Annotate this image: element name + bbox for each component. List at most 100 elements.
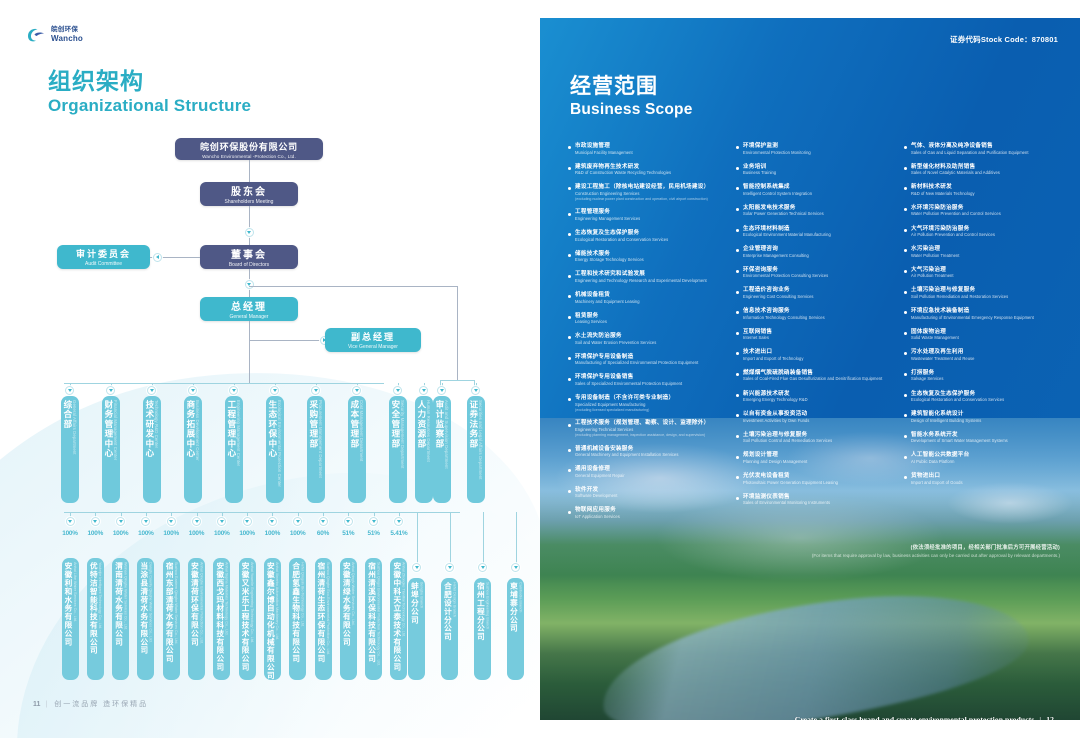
department-box[interactable]: 财务管理中心 Financial Management Center bbox=[101, 396, 120, 503]
scope-item-en: Energy Storage Technology Services bbox=[575, 257, 644, 263]
department-box[interactable]: 审计监察部 Audit and Supervision Department bbox=[432, 396, 451, 503]
scope-item-en-note: (excluding nuclear power plant construct… bbox=[575, 196, 708, 201]
department-box[interactable]: 生态环保中心 Ecological Environmental Protectio… bbox=[265, 396, 284, 503]
business-scope-item: 储能技术服务 Energy Storage Technology Services bbox=[568, 251, 728, 263]
scope-item-en: IoT Application Services bbox=[575, 514, 620, 519]
subsidiary-bus-line bbox=[64, 512, 460, 513]
branch-name-cn: 合肥设计分公司 bbox=[443, 582, 453, 641]
connector bbox=[171, 512, 173, 520]
subsidiary-box[interactable]: 渭南清荷水务有限公司 Weinan Qinghe Water Services C… bbox=[112, 558, 130, 680]
node-shareholders-cn: 股东会 bbox=[231, 187, 267, 198]
page-title-en: Organizational Structure bbox=[48, 96, 252, 116]
business-scope-item: 大气环境污染防治服务 Air Pollution Prevention and C… bbox=[904, 226, 1064, 238]
node-vice-general-manager: 副总经理 Vice General Manager bbox=[325, 328, 421, 352]
bullet-icon bbox=[568, 295, 571, 299]
department-name-en: Business Development Center bbox=[195, 400, 201, 461]
bullet-icon bbox=[904, 434, 907, 438]
chevron-down-icon bbox=[471, 386, 480, 395]
ownership-percentage: 100% bbox=[239, 530, 255, 537]
connector bbox=[249, 206, 250, 245]
bullet-icon bbox=[568, 423, 571, 427]
business-scope-item: 软件开发 Software Development bbox=[568, 487, 728, 499]
ownership-percentage: 100% bbox=[264, 530, 281, 537]
ownership-percentage: 100% bbox=[214, 530, 230, 537]
subsidiary-box[interactable]: 安徽又米乐工程技术有限公司 Anhui Youmile Engineering T… bbox=[238, 558, 256, 680]
chevron-down-icon bbox=[65, 386, 74, 395]
chevron-down-icon bbox=[242, 517, 252, 526]
subsidiary-name-en: Suzhou Qinghe Eco-Environmental Protecti… bbox=[325, 562, 330, 655]
subsidiary-box[interactable]: 宿州清溪环保科技有限公司 Suzhou Qingxi Environmental … bbox=[365, 558, 383, 680]
business-scope-item: 燃煤烟气脱硫脱硝装备销售 Sales of Coal-Fired Flue Gas… bbox=[736, 370, 896, 382]
business-scope-item: 互联网销售 Internet Sales bbox=[736, 329, 896, 341]
business-scope-item: 工程和技术研究和试验发展 Engineering and Technology R… bbox=[568, 271, 728, 283]
bullet-icon bbox=[568, 377, 571, 381]
subsidiary-box[interactable]: 安徽中科天立泰技术有限公司 Anhui Zhongke Tianlitai Tec… bbox=[390, 558, 408, 680]
footer-page-number: 11 bbox=[33, 700, 41, 708]
department-box[interactable]: 商务拓展中心 Business Development Center bbox=[183, 396, 202, 503]
department-box[interactable]: 人力资源部 Human Resources Department bbox=[414, 396, 433, 503]
department-name-en: Audit and Supervision Department bbox=[444, 400, 450, 469]
department-name-en: Technology R&D Center bbox=[154, 400, 160, 449]
branch-box[interactable]: 柬埔寨分公司 Cambodia Branch bbox=[507, 578, 524, 680]
department-box[interactable]: 技术研发中心 Technology R&D Center bbox=[142, 396, 161, 503]
scope-item-cn: 建筑废弃物再生技术研发 bbox=[575, 163, 640, 170]
department-name-cn: 技术研发中心 bbox=[144, 400, 155, 459]
department-name-cn: 生态环保中心 bbox=[267, 400, 278, 459]
subsidiary-box[interactable]: 宿州清荷生态环保有限公司 Suzhou Qinghe Eco-Environmen… bbox=[314, 558, 332, 680]
scope-item-cn: 固体废物治理 bbox=[911, 328, 947, 335]
scope-item-en: Air Pollution Treatment bbox=[911, 273, 954, 279]
connector bbox=[145, 512, 147, 520]
department-box[interactable]: 成本管理部 Cost Management Department bbox=[347, 396, 366, 503]
scope-item-cn: 企业管理咨询 bbox=[743, 246, 779, 253]
subsidiary-box[interactable]: 当涂县清荷水务有限公司 Dangtu County Qinghe Water Se… bbox=[137, 558, 155, 680]
branch-box[interactable]: 合肥设计分公司 Hefei Design Branch bbox=[441, 578, 458, 680]
subsidiary-box[interactable]: 安徽清荷环保有限公司 Anhui Qinghe Environmental Pro… bbox=[188, 558, 205, 680]
photo-overlay bbox=[540, 418, 1080, 720]
scope-item-cn: 工程造价咨询业务 bbox=[743, 287, 790, 294]
branch-box[interactable]: 宿州工程分公司 Suzhou Engineering Branch bbox=[474, 578, 491, 680]
scope-item-cn: 新型催化材料及助剂销售 bbox=[911, 163, 976, 170]
business-scope-item: 大气污染治理 Air Pollution Treatment bbox=[904, 267, 1064, 279]
business-scope-item: 新型催化材料及助剂销售 Sales of Novel Catalytic Mate… bbox=[904, 164, 1064, 176]
scope-item-cn: 太阳能发电技术服务 bbox=[743, 204, 796, 211]
connector bbox=[398, 512, 400, 520]
department-box[interactable]: 安全管理部 Security Management Department bbox=[388, 396, 407, 503]
subsidiary-box[interactable]: 安徽鑫尔博自动化机械有限公司 Anhui Xinerbo Automation M… bbox=[263, 558, 281, 680]
scope-item-cn: 环境监测仪表销售 bbox=[743, 493, 790, 500]
subsidiary-box[interactable]: 安徽西戈玛材料科技有限公司 Anhui Sigma Materials Techn… bbox=[213, 558, 231, 680]
node-company: 皖创环保股份有限公司 Wancho Environmental -Protect… bbox=[175, 138, 323, 160]
business-scope-item: 新材料技术研发 R&D of New Materials Technology bbox=[904, 184, 1064, 196]
scope-item-cn: 气体、液体分离及纯净设备销售 bbox=[911, 143, 993, 149]
department-box[interactable]: 工程管理中心 Engineering Management Center bbox=[224, 396, 243, 503]
subsidiary-box[interactable]: 宿州东部清荷水务有限公司 Suzhou Eastern Qinghe Water … bbox=[162, 558, 180, 680]
department-name-en: Security Management Department bbox=[400, 400, 406, 469]
subsidiary-box[interactable]: 安徽利和水务有限公司 Anhui Lihe Water Services Co.,… bbox=[61, 558, 79, 680]
subsidiary-name-en: Dangtu County Qinghe Water Services Co.,… bbox=[148, 562, 153, 643]
business-scope-item: 水土流失防治服务 Soil and Water Erosion Preventio… bbox=[568, 333, 728, 345]
stock-code-label: 证券代码Stock Code：870801 bbox=[950, 35, 1058, 44]
scope-item-cn: 互联网销售 bbox=[743, 328, 773, 335]
branch-box[interactable]: 蚌埠分公司 Bengbu Branch bbox=[408, 578, 425, 680]
chevron-down-icon bbox=[192, 517, 201, 526]
business-scope-item: 环保咨询服务 Environmental Protection Consultin… bbox=[736, 267, 896, 279]
department-box[interactable]: 证券法务部 Securities and Legal Affairs Depart… bbox=[466, 396, 485, 503]
bullet-icon bbox=[568, 274, 571, 278]
department-box[interactable]: 采购管理部 Procurement Management Department bbox=[306, 396, 325, 503]
subsidiary-name-en: Weinan Qinghe Water Services Co., Ltd. bbox=[123, 562, 128, 631]
subsidiary-box[interactable]: 合肥氢鑫生物科技有限公司 Hefei Qingxin Bio-Technology… bbox=[289, 558, 307, 680]
connector bbox=[272, 512, 274, 520]
scope-item-cn: 燃煤烟气脱硫脱硝装备销售 bbox=[743, 369, 814, 376]
subsidiary-box[interactable]: 安徽清绿水务有限公司 Anhui Qinglv Water Services Co… bbox=[339, 558, 357, 680]
subsidiary-box[interactable]: 优特洁智能科技有限公司 Youteijie Intelligent Technol… bbox=[86, 558, 104, 680]
bullet-icon bbox=[904, 187, 907, 191]
bullet-icon bbox=[736, 228, 739, 232]
scope-item-en: Solar Power Generation Technical Service… bbox=[743, 211, 824, 217]
scope-item-en: Engineering Management Services bbox=[575, 216, 641, 222]
chevron-left-icon bbox=[153, 252, 162, 262]
bullet-icon bbox=[904, 208, 907, 212]
chevron-down-icon bbox=[412, 563, 421, 572]
scope-item-en: Software Development bbox=[575, 493, 618, 499]
department-box[interactable]: 综合部 General Affairs Department bbox=[60, 396, 79, 503]
ownership-percentage: 51% bbox=[342, 530, 355, 537]
